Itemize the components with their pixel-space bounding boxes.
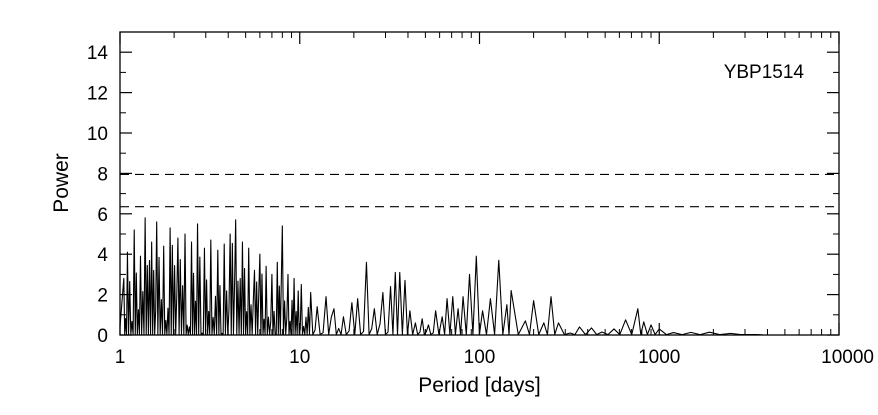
y-tick-label: 14 <box>87 43 109 64</box>
y-axis: 0 2 4 6 8 10 12 14 <box>87 43 839 347</box>
x-axis-title: Period [days] <box>418 374 541 397</box>
x-tick-label: 100 <box>464 347 496 368</box>
y-tick-label: 12 <box>87 84 108 105</box>
x-tick-label: 10000 <box>821 347 874 368</box>
x-tick-label: 1000 <box>638 347 680 368</box>
y-tick-label: 8 <box>97 164 108 185</box>
y-tick-label: 4 <box>97 245 108 266</box>
x-tick-label: 1 <box>115 347 126 368</box>
star-label-annotation: YBP1514 <box>724 62 805 83</box>
x-tick-label: 10 <box>289 347 310 368</box>
y-tick-label: 6 <box>97 205 108 226</box>
series-layer <box>119 217 839 336</box>
y-axis-title: Power <box>50 153 73 213</box>
y-tick-label: 0 <box>97 326 108 347</box>
power-spectrum-line <box>119 217 839 336</box>
threshold-lines <box>120 173 839 208</box>
y-tick-label: 10 <box>87 124 108 145</box>
y-tick-label: 2 <box>97 286 108 307</box>
x-axis: 1 10 100 1000 10000 <box>115 32 874 368</box>
